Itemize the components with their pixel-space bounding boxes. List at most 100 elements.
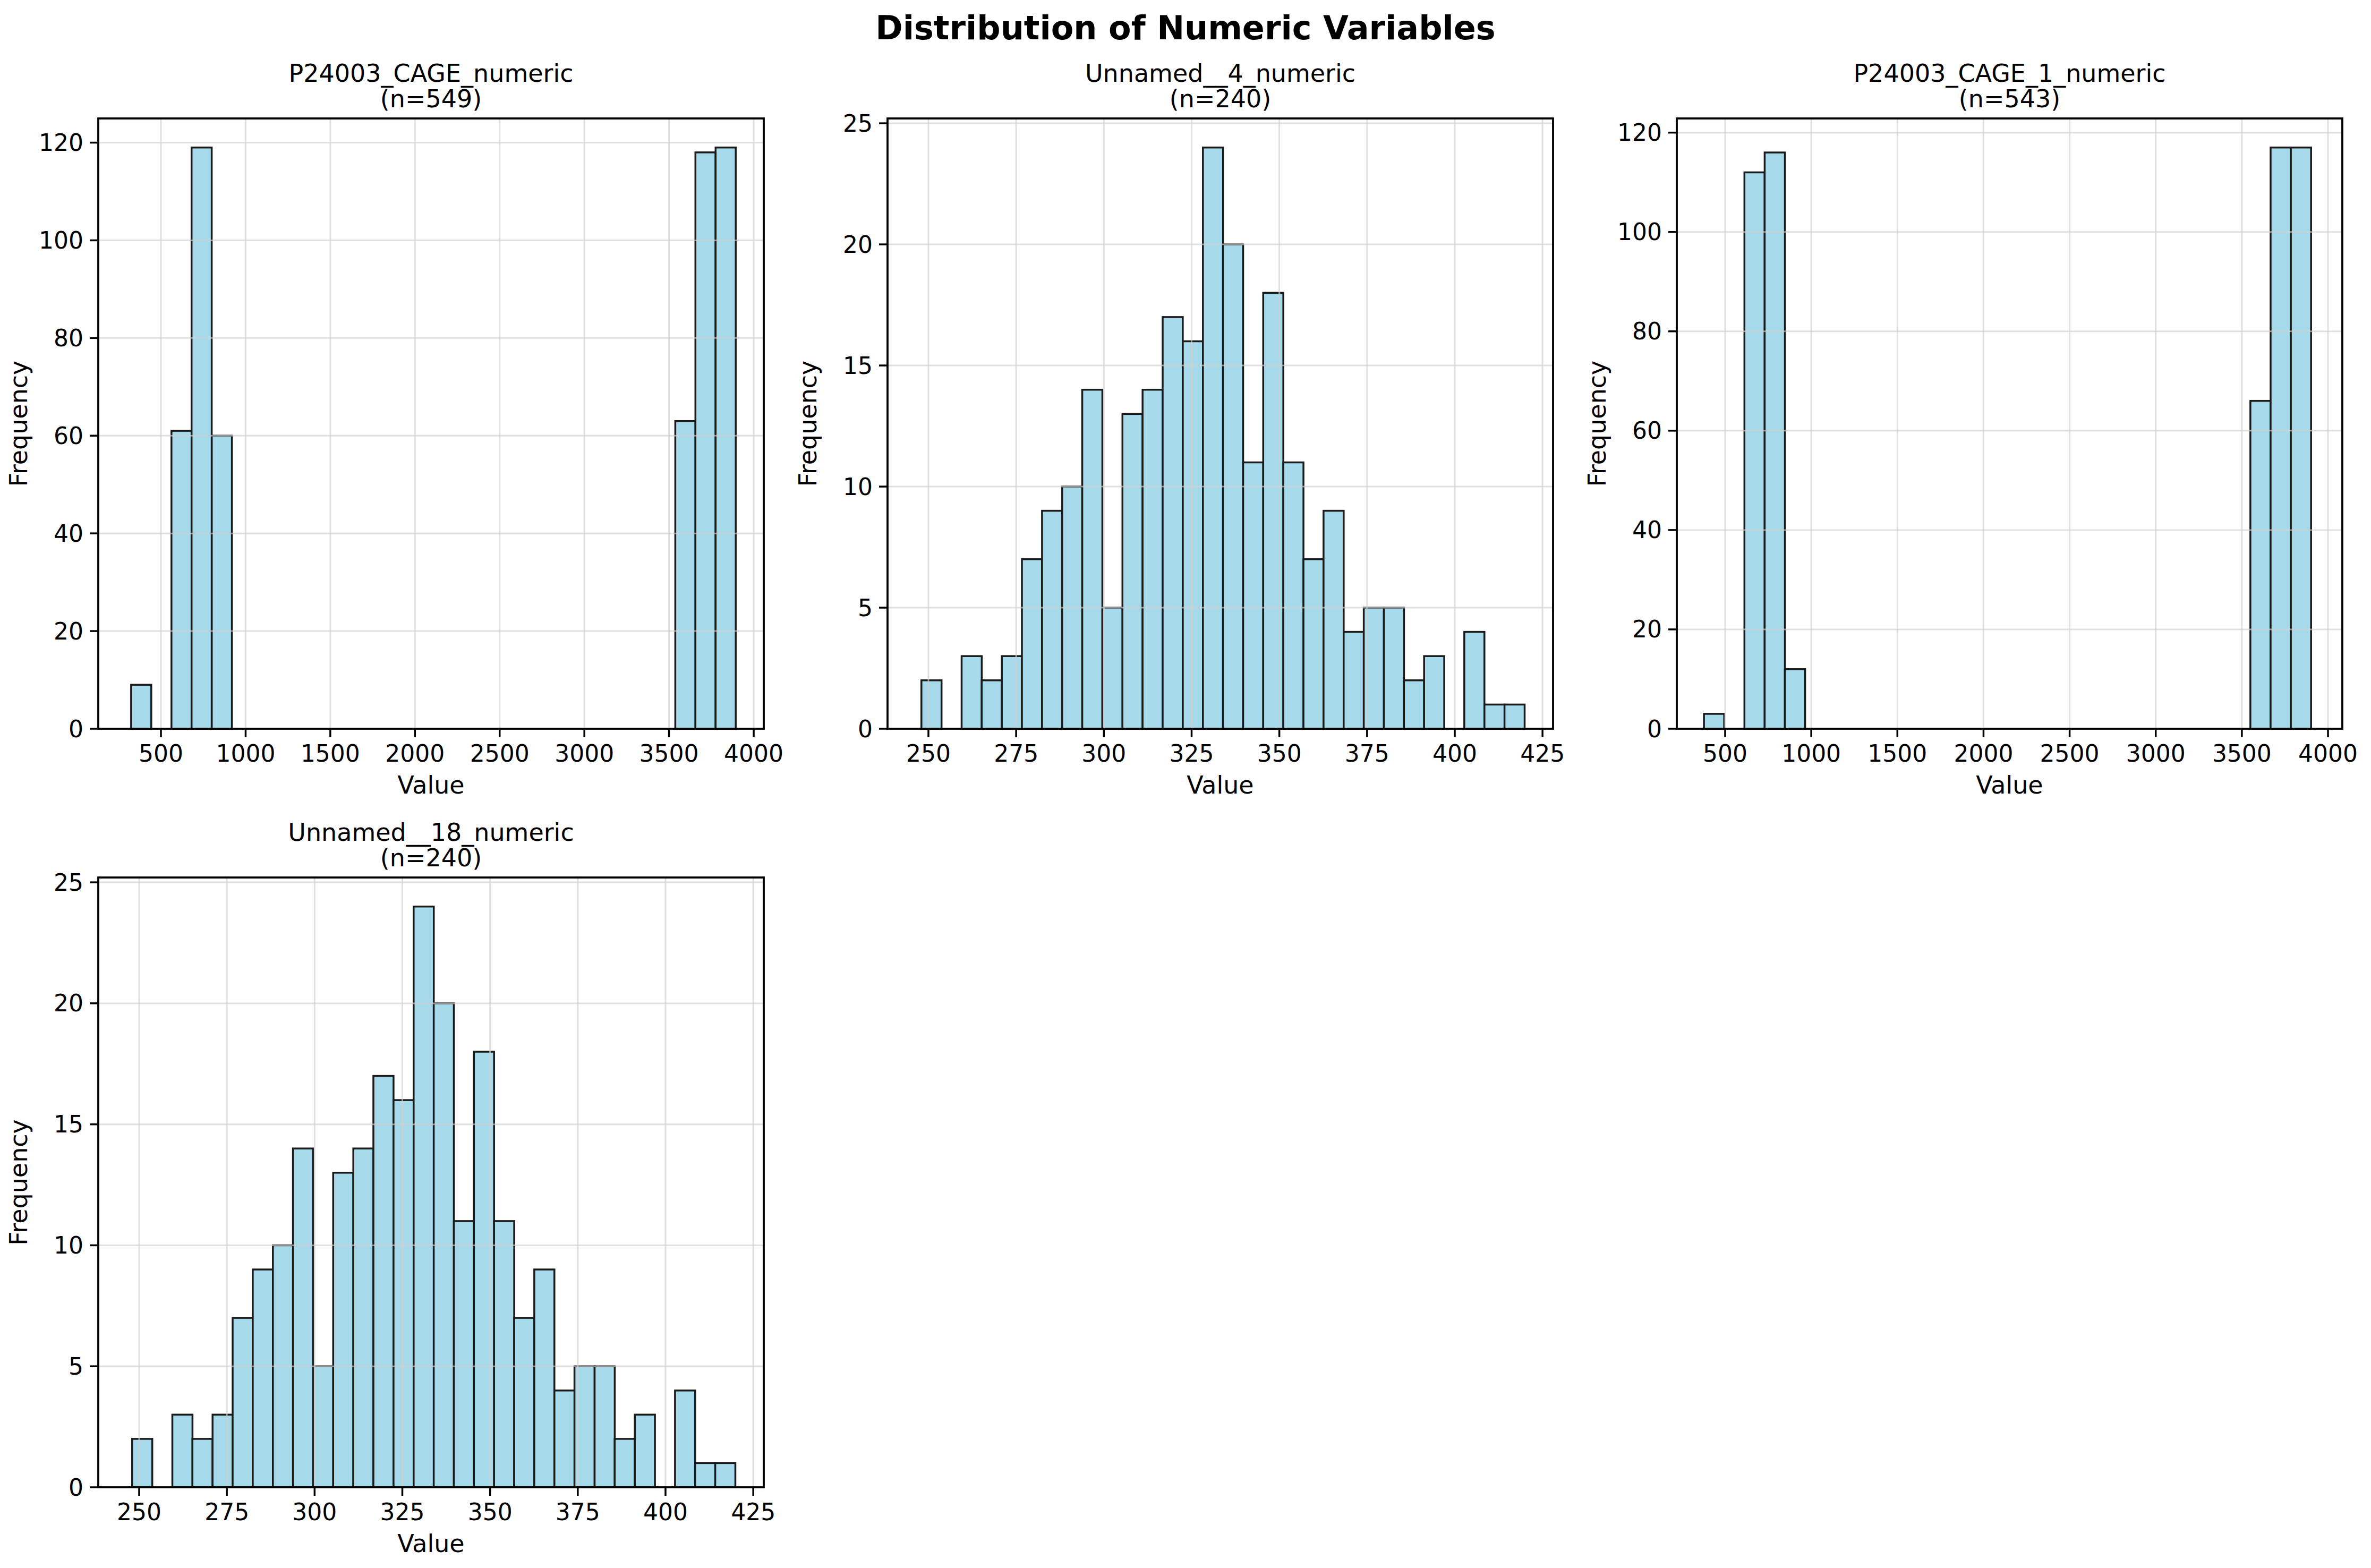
x-tick-label: 2000 (385, 740, 445, 767)
y-tick-label: 0 (858, 715, 873, 743)
x-tick-label: 1000 (1781, 740, 1841, 767)
x-axis-label: Value (397, 771, 464, 799)
histogram-bar (715, 1463, 736, 1487)
histogram-bar (2271, 148, 2291, 729)
x-tick-label: 500 (1703, 740, 1747, 767)
histogram-bar (474, 1052, 494, 1487)
histogram-bar (1122, 414, 1142, 729)
histogram-bar (695, 152, 715, 729)
y-tick-label: 5 (69, 1353, 83, 1380)
histogram-bar (1384, 608, 1404, 729)
y-tick-label: 15 (54, 1111, 83, 1138)
x-tick-label: 1000 (216, 740, 275, 767)
x-tick-label: 350 (468, 1498, 513, 1526)
histogram-bar (695, 1463, 715, 1487)
histogram-bar (1243, 463, 1264, 729)
x-axis-label: Value (1187, 771, 1253, 799)
x-tick-label: 275 (204, 1498, 249, 1526)
histogram-bar (192, 148, 212, 729)
histogram-bar (1163, 317, 1183, 729)
x-tick-label: 275 (994, 740, 1038, 767)
y-tick-label: 60 (54, 422, 83, 449)
histogram-bar (233, 1318, 253, 1487)
histogram-bar (675, 421, 695, 729)
histogram-bar (1103, 608, 1123, 729)
histogram-bar (1785, 669, 1805, 729)
x-tick-label: 2500 (470, 740, 530, 767)
chart-subtitle: (n=240) (1170, 84, 1271, 113)
chart-title: P24003_CAGE_numeric (289, 59, 574, 88)
histogram-bar (1424, 656, 1444, 729)
x-tick-label: 250 (906, 740, 951, 767)
x-tick-label: 3500 (2212, 740, 2272, 767)
x-tick-label: 300 (292, 1498, 337, 1526)
histogram-bar (555, 1391, 575, 1487)
histogram-bar (1183, 342, 1203, 729)
y-tick-label: 5 (858, 594, 873, 621)
histogram-bar (1464, 632, 1485, 729)
charts-root: 5001000150020002500300035004000020406080… (4, 59, 2358, 1558)
histogram-bar (1002, 656, 1022, 729)
x-tick-label: 3000 (2126, 740, 2186, 767)
ticks: 5001000150020002500300035004000020406080… (39, 129, 783, 766)
histogram-bar (2291, 148, 2311, 729)
figure-title: Distribution of Numeric Variables (875, 8, 1496, 47)
y-tick-label: 40 (1632, 516, 1662, 543)
histogram-bar (313, 1366, 334, 1487)
x-tick-label: 2000 (1954, 740, 2013, 767)
histogram-bar (253, 1269, 273, 1487)
histogram-bar (715, 148, 736, 729)
histogram-bar (1764, 152, 1785, 729)
x-tick-label: 325 (380, 1498, 424, 1526)
histogram-bar (293, 1148, 313, 1487)
chart-title: Unnamed__4_numeric (1085, 59, 1355, 88)
histogram-bar (1505, 704, 1525, 729)
y-tick-label: 120 (1617, 119, 1662, 146)
histogram-bar (192, 1439, 212, 1487)
histogram-bar (615, 1439, 635, 1487)
histogram-bar (1404, 680, 1424, 729)
y-tick-label: 20 (1632, 616, 1662, 643)
x-tick-label: 400 (1432, 740, 1477, 767)
histogram-bar (414, 907, 434, 1487)
x-tick-label: 375 (1345, 740, 1389, 767)
histogram-bar (1142, 390, 1163, 729)
y-tick-label: 10 (843, 473, 873, 500)
histogram-bar (1704, 714, 1724, 729)
y-tick-label: 15 (843, 352, 873, 379)
y-tick-label: 0 (1647, 715, 1662, 743)
x-tick-label: 3000 (555, 740, 614, 767)
y-tick-label: 20 (54, 618, 83, 645)
histogram-bar (394, 1100, 414, 1487)
chart-subtitle: (n=543) (1959, 84, 2060, 113)
histogram-bar (1203, 148, 1223, 729)
histogram-bar (1082, 390, 1103, 729)
histogram-bar (173, 1414, 193, 1487)
histogram-bar (494, 1221, 514, 1487)
y-axis-label: Frequency (4, 1119, 33, 1246)
x-tick-label: 1500 (301, 740, 360, 767)
histogram-bar (1744, 173, 1764, 729)
chart-P24003_CAGE_numeric: 5001000150020002500300035004000020406080… (4, 59, 783, 799)
chart-subtitle: (n=240) (380, 843, 482, 872)
histogram-bar (922, 680, 942, 729)
bars (132, 907, 736, 1487)
y-tick-label: 20 (54, 990, 83, 1017)
chart-subtitle: (n=549) (380, 84, 482, 113)
histogram-bar (1485, 704, 1505, 729)
histogram-bar (982, 680, 1002, 729)
figure: Distribution of Numeric Variables 500100… (0, 0, 2371, 1568)
histogram-bar (2250, 401, 2271, 729)
y-tick-label: 0 (69, 715, 83, 743)
x-tick-label: 3500 (639, 740, 699, 767)
bars (1704, 148, 2311, 729)
histogram-bar (1263, 293, 1283, 729)
chart-title: Unnamed__18_numeric (288, 818, 574, 847)
chart-Unnamed__18_numeric: 2502753003253503754004250510152025Unname… (4, 818, 775, 1558)
x-tick-label: 425 (1520, 740, 1565, 767)
histogram-bar (675, 1391, 695, 1487)
y-tick-label: 25 (843, 110, 873, 137)
histogram-bar (1022, 559, 1042, 729)
y-axis-label: Frequency (794, 361, 822, 487)
x-tick-label: 2500 (2040, 740, 2100, 767)
